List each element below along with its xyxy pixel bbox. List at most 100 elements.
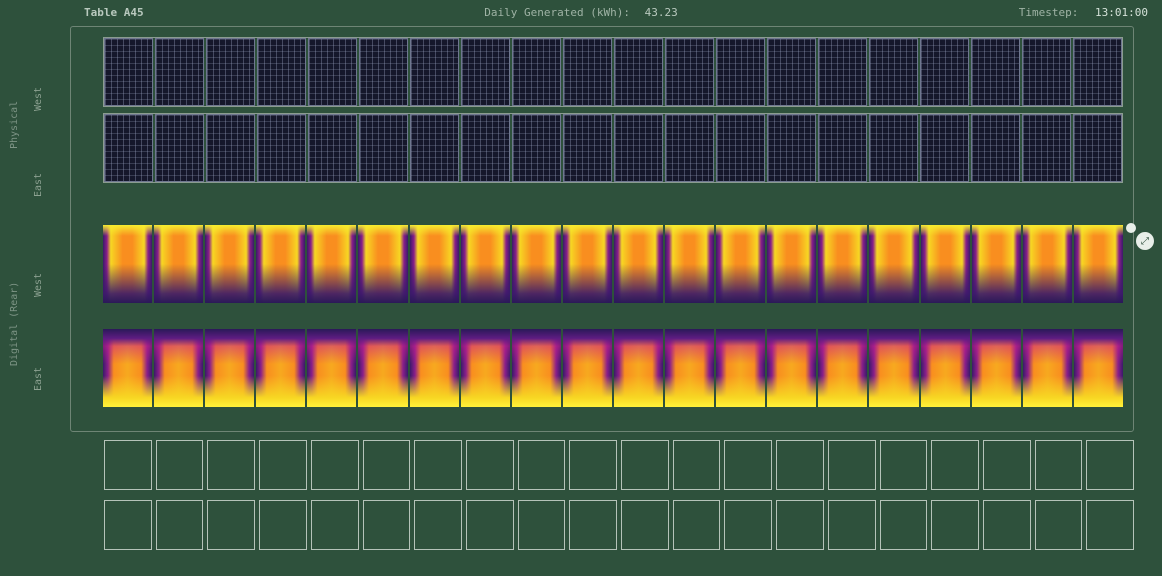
heatmap-cell [1023,329,1072,407]
outline-cell [621,500,669,550]
heatmap-cell [358,329,407,407]
heatmap-cell [154,225,203,303]
heatmap-cell [869,225,918,303]
outline-cell [569,440,617,490]
solar-module [155,38,204,106]
outline-cell [983,500,1031,550]
outline-cell [828,500,876,550]
solar-module [869,38,918,106]
outline-cell [259,500,307,550]
outline-cell [518,500,566,550]
timestep-value: 13:01:00 [1095,6,1148,19]
solar-module [614,114,663,182]
outline-cell [621,440,669,490]
solar-module [512,114,561,182]
outline-cell [724,500,772,550]
heatmap-cell [563,225,612,303]
outline-cell [673,500,721,550]
daily-generated-readout: Daily Generated (kWh): 43.23 [484,6,677,19]
outline-cell [311,440,359,490]
row-label-digital-east: East [33,331,44,391]
outline-cell [414,440,462,490]
outline-cell [104,440,152,490]
outline-cell [104,500,152,550]
physical-row-west [103,37,1123,107]
outline-cell [414,500,462,550]
expand-button[interactable]: ⤢ [1136,232,1154,250]
solar-module [767,114,816,182]
solar-module [818,38,867,106]
heatmap-cell [1074,225,1123,303]
heatmap-cell [818,225,867,303]
solar-module [971,38,1020,106]
heatmap-cell [512,329,561,407]
solar-module [1022,114,1071,182]
heatmap-cell [461,225,510,303]
solar-module [716,114,765,182]
outline-cell [363,500,411,550]
outline-cell [569,500,617,550]
solar-module [563,114,612,182]
heatmap-cell [154,329,203,407]
solar-module [155,114,204,182]
solar-module [665,38,714,106]
solar-module [104,38,153,106]
solar-module [206,114,255,182]
heatmap-cell [921,225,970,303]
timestep-label: Timestep: [1019,6,1079,19]
heatmap-cell [410,329,459,407]
solar-module [920,114,969,182]
heatmap-cell [665,225,714,303]
outline-cell [1035,500,1083,550]
solar-module [257,38,306,106]
outline-cell [880,440,928,490]
group-label-physical: Physical [9,65,20,185]
outline-cell [880,500,928,550]
outline-cell [828,440,876,490]
outline-cell [466,440,514,490]
outline-cell [207,500,255,550]
heatmap-cell [614,225,663,303]
outline-cell [776,440,824,490]
row-label-physical-west: West [33,51,44,111]
solar-module [563,38,612,106]
solar-module [104,114,153,182]
solar-module [359,114,408,182]
heatmap-cell [103,225,152,303]
outline-cell [207,440,255,490]
heatmap-cell [614,329,663,407]
heatmap-cell [307,329,356,407]
main-panel-frame: Physical Digital (Rear) West East West E… [70,26,1134,432]
solar-module [461,114,510,182]
heatmap-cell [307,225,356,303]
heatmap-cell [563,329,612,407]
row-label-digital-west: West [33,237,44,297]
solar-module [614,38,663,106]
solar-module [971,114,1020,182]
outline-cell [1086,500,1134,550]
outline-cell [931,440,979,490]
heatmap-cell [972,225,1021,303]
outline-cell [259,440,307,490]
digital-row-west [103,225,1123,303]
solar-module [410,114,459,182]
solar-module [869,114,918,182]
daily-generated-value: 43.23 [645,6,678,19]
outline-row-1 [104,440,1134,490]
solar-module [257,114,306,182]
solar-module [308,38,357,106]
heatmap-cell [512,225,561,303]
outline-cell [673,440,721,490]
heatmap-cell [921,329,970,407]
heatmap-cell [767,225,816,303]
heatmap-cell [410,225,459,303]
outline-cell [156,500,204,550]
daily-generated-label: Daily Generated (kWh): [484,6,630,19]
outline-cell [776,500,824,550]
solar-module [410,38,459,106]
outline-cell [311,500,359,550]
marker-dot-icon [1126,223,1136,233]
outline-cell [518,440,566,490]
heatmap-cell [716,225,765,303]
solar-module [665,114,714,182]
